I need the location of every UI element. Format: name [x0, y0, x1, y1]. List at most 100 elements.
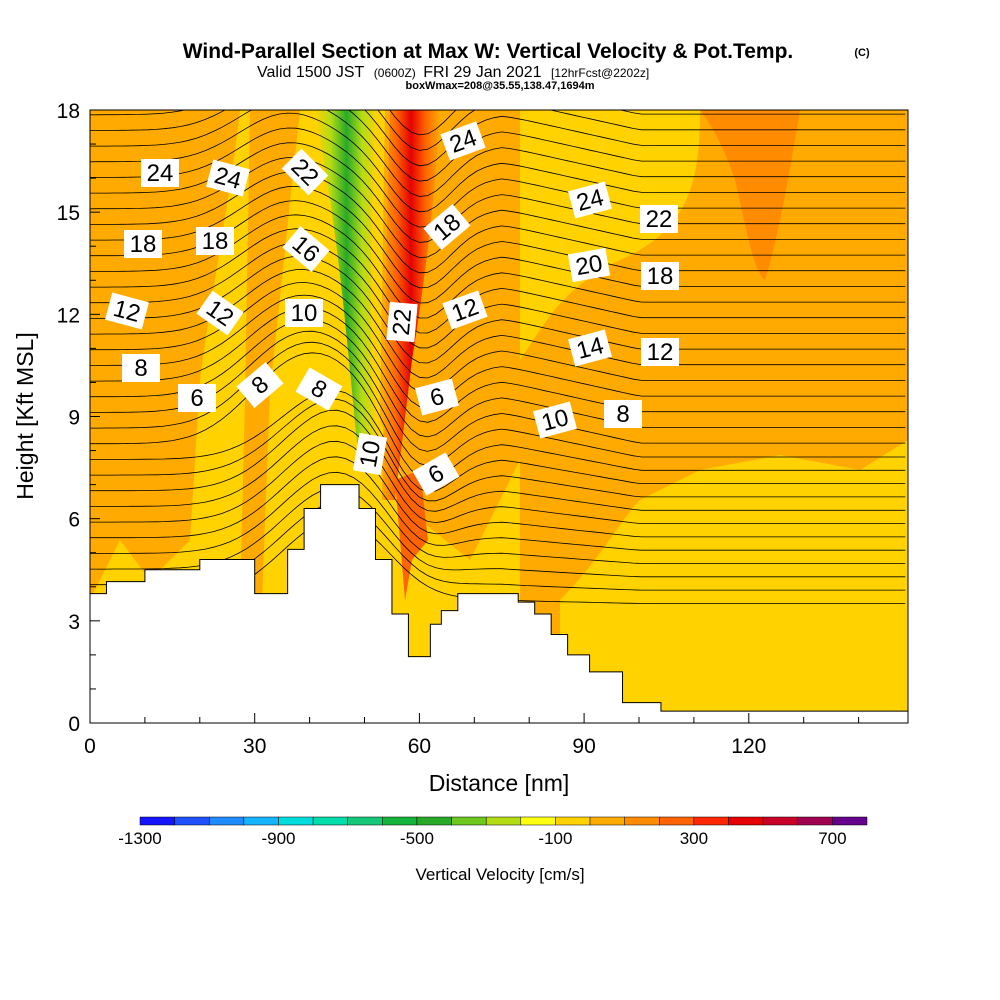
x-tick-label: 60	[408, 735, 431, 758]
colorbar-swatch	[659, 816, 695, 826]
colorbar-swatch	[451, 816, 487, 826]
y-tick-label: 18	[57, 100, 80, 123]
contour-label: 10	[533, 401, 577, 439]
box-info: boxWmax=208@35.55,138.47,1694m	[406, 80, 595, 92]
colorbar-swatch	[589, 816, 625, 826]
colorbar-swatch	[312, 816, 348, 826]
contour-label-text: 18	[647, 263, 674, 290]
contour-label-text: 22	[646, 206, 673, 233]
colorbar-swatch	[174, 816, 210, 826]
axes: 0 30 60 90 120 0 3 6 9 12 15 18	[57, 100, 860, 758]
contour-label-text: 10	[355, 439, 386, 470]
theta-contour	[90, 487, 906, 578]
colorbar-swatch	[624, 816, 660, 826]
contour-label: 12	[641, 338, 679, 366]
contour-label-text: 6	[190, 385, 203, 412]
theta-contour	[389, 110, 906, 136]
colorbar-tick-label: -500	[400, 829, 434, 848]
colorbar-label: Vertical Velocity [cm/s]	[415, 865, 584, 884]
theta-contour	[90, 171, 906, 274]
colorbar-swatch	[832, 816, 868, 826]
colorbar-swatch	[416, 816, 452, 826]
contour-label-text: 12	[647, 339, 674, 366]
contour-label-text: 22	[388, 308, 417, 337]
colorbar-swatch	[555, 816, 591, 826]
plot-area	[90, 110, 908, 723]
field-region-cell	[700, 110, 800, 280]
contour-label: 24	[206, 159, 250, 197]
contour-label: 8	[295, 367, 343, 411]
colorbar-swatch	[347, 816, 383, 826]
contour-label: 20	[567, 247, 611, 283]
colorbar: -1300 -900 -500 -100 300 700	[118, 816, 868, 848]
theta-contour	[90, 471, 906, 564]
x-tick-label: 90	[572, 735, 595, 758]
x-tick-label: 0	[84, 735, 96, 758]
x-axis-label: Distance [nm]	[429, 770, 570, 796]
contour-label: 12	[105, 292, 149, 330]
contour-label: 8	[604, 400, 642, 428]
contour-label-text: 8	[134, 355, 147, 382]
colorbar-swatch	[382, 816, 418, 826]
valid-utc: (0600Z)	[374, 66, 416, 80]
valid-prefix: Valid 1500 JST	[257, 64, 365, 81]
valid-date: FRI 29 Jan 2021	[423, 64, 541, 81]
colorbar-swatch	[485, 816, 522, 826]
theta-contour	[90, 390, 906, 493]
y-tick-label: 0	[68, 713, 80, 736]
forecast-tag: [12hrFcst@2202z]	[551, 66, 649, 80]
theta-contour	[90, 352, 906, 481]
contour-label: 14	[568, 329, 612, 367]
colorbar-swatch	[762, 816, 799, 826]
contour-label: 6	[412, 452, 460, 496]
colorbar-tick-label: 700	[818, 829, 846, 848]
colorbar-swatch	[278, 816, 314, 826]
theta-contour	[90, 409, 906, 512]
contour-label-text: 10	[291, 300, 318, 327]
theta-contour	[90, 456, 906, 551]
chart-title: Wind-Parallel Section at Max W: Vertical…	[183, 40, 794, 63]
contour-label: 18	[641, 262, 679, 290]
theta-contour	[90, 110, 906, 182]
x-tick-label: 30	[243, 735, 266, 758]
colorbar-tick-label: -100	[538, 829, 572, 848]
contour-label-text: 18	[130, 231, 157, 258]
contour-label: 8	[236, 362, 284, 408]
theta-contour	[90, 341, 906, 467]
contour-label: 10	[352, 432, 388, 476]
contour-label: 18	[196, 227, 234, 255]
theta-contour	[90, 242, 906, 349]
theta-contour	[90, 398, 906, 502]
valid-time: Valid 1500 JST (0600Z) FRI 29 Jan 2021 […	[257, 64, 649, 81]
contour-label: 24	[568, 181, 612, 219]
y-axis-label: Height [Kft MSL]	[12, 332, 38, 499]
contour-label-text: 20	[574, 250, 605, 281]
field-region-east-upper	[520, 110, 700, 360]
contour-label: 18	[124, 230, 162, 258]
contour-label-text: 24	[147, 160, 174, 187]
y-tick-label: 15	[57, 202, 80, 225]
colorbar-swatch	[693, 816, 729, 826]
theta-contour	[90, 255, 906, 364]
downdraft-core	[315, 110, 378, 470]
contour-label: 10	[285, 299, 323, 327]
colorbar-swatch	[797, 816, 833, 826]
field-region-east-lowcore	[560, 440, 908, 723]
contour-label: 22	[640, 205, 678, 233]
theta-contour	[90, 185, 906, 289]
colorbar-tick-label: 300	[680, 829, 708, 848]
colorbar-swatch	[208, 816, 245, 826]
y-tick-label: 6	[68, 509, 80, 532]
contour-label-text: 18	[202, 228, 229, 255]
theta-contour	[90, 319, 906, 438]
theta-contour	[90, 228, 906, 334]
contour-label: 24	[141, 159, 179, 187]
theta-contour	[90, 110, 906, 167]
colorbar-tick-label: -1300	[118, 829, 161, 848]
contour-label: 8	[122, 354, 160, 382]
y-tick-label: 3	[68, 611, 80, 634]
contour-label: 6	[415, 378, 459, 416]
contour-label: 22	[386, 301, 418, 343]
theta-contour	[90, 127, 906, 228]
